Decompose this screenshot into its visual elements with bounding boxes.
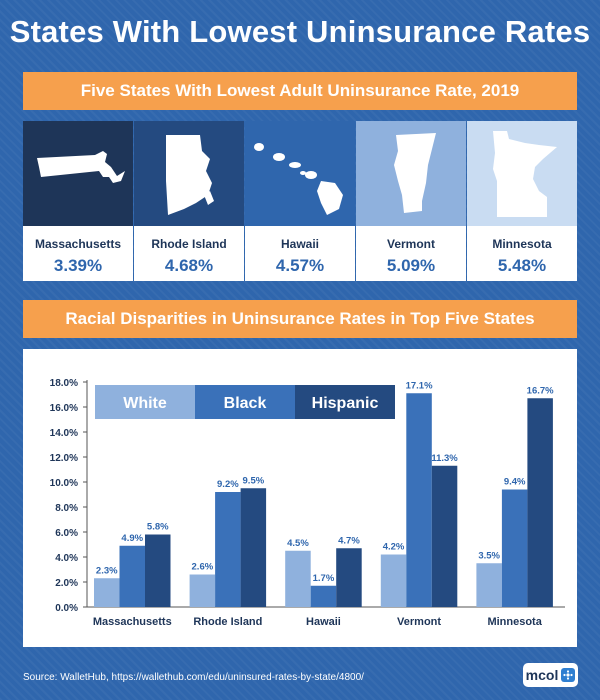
state-card-massachusetts: Massachusetts 3.39% <box>23 121 133 281</box>
bar-value-label: 16.7% <box>527 385 554 396</box>
states-section-banner: Five States With Lowest Adult Uninsuranc… <box>23 72 577 110</box>
minnesota-shape-icon <box>467 121 577 226</box>
bar-value-label: 5.8% <box>147 522 169 533</box>
rhode-island-shape-icon <box>134 121 244 226</box>
x-category-label: Vermont <box>397 616 441 628</box>
bar-value-label: 17.1% <box>406 380 433 391</box>
x-category-label: Minnesota <box>487 616 542 628</box>
state-name: Hawaii <box>280 237 319 251</box>
vermont-shape-icon <box>356 121 466 226</box>
bar-value-label: 4.7% <box>338 535 360 546</box>
bar-value-label: 9.4% <box>504 477 526 488</box>
x-category-label: Rhode Island <box>193 616 262 628</box>
logo-text: mcol <box>525 667 559 683</box>
legend-label: Hispanic <box>312 395 379 412</box>
hawaii-shape-icon <box>245 121 355 226</box>
bar-black <box>501 489 528 607</box>
mcol-logo: mcol <box>523 663 578 687</box>
x-category-label: Massachusetts <box>93 616 172 628</box>
bar-black <box>310 585 337 607</box>
state-name: Massachusetts <box>34 237 122 251</box>
y-tick-label: 10.0% <box>50 478 78 489</box>
legend-swatch-hispanic <box>295 385 395 419</box>
state-rate: 5.48% <box>497 256 547 275</box>
bar-hispanic <box>527 398 553 607</box>
y-tick-label: 12.0% <box>50 453 78 464</box>
rhode-island-map-panel <box>134 121 244 226</box>
state-card-minnesota: Minnesota 5.48% <box>467 121 577 281</box>
massachusetts-map-panel <box>23 121 133 226</box>
bar-value-label: 4.2% <box>383 542 405 553</box>
state-card-rhode-island: Rhode Island 4.68% <box>134 121 244 281</box>
y-tick-label: 8.0% <box>55 503 78 514</box>
state-rate: 4.57% <box>275 256 325 275</box>
state-card-hawaii: Hawaii 4.57% <box>245 121 355 281</box>
bar-white <box>285 550 311 607</box>
bar-value-label: 2.6% <box>192 562 214 573</box>
y-tick-label: 2.0% <box>55 578 78 589</box>
disparities-chart-panel: 0.0% 2.0% 4.0% 6.0% 8.0% 10.0% 12.0% 14.0% 16.0%… <box>23 349 577 647</box>
state-name: Vermont <box>386 237 435 251</box>
bar-value-label: 4.5% <box>287 538 309 549</box>
bar-value-label: 1.7% <box>313 573 335 584</box>
disparities-section-banner: Racial Disparities in Uninsurance Rates … <box>23 300 577 338</box>
bar-white <box>189 574 216 607</box>
state-name: Minnesota <box>492 237 552 251</box>
y-tick-label: 14.0% <box>50 428 78 439</box>
bar-value-label: 9.2% <box>217 479 239 490</box>
minnesota-map-panel <box>467 121 577 226</box>
hawaii-map-panel <box>245 121 355 226</box>
bar-hispanic <box>336 548 362 607</box>
state-name: Rhode Island <box>151 237 227 251</box>
source-note: Source: WalletHub, https://wallethub.com… <box>23 672 364 683</box>
legend-label: White <box>123 395 167 412</box>
state-rate: 4.68% <box>164 256 214 275</box>
bar-value-label: 2.3% <box>96 565 118 576</box>
legend-label: Black <box>224 395 267 412</box>
y-tick-label: 4.0% <box>55 553 78 564</box>
legend-swatch-white <box>95 385 195 419</box>
state-rate: 5.09% <box>386 256 436 275</box>
bar-hispanic <box>240 488 267 607</box>
vermont-map-panel <box>356 121 466 226</box>
legend-swatch-black <box>195 385 295 419</box>
disparities-bar-chart: 0.0% 2.0% 4.0% 6.0% 8.0% 10.0% 12.0% 14.0% 16.0%… <box>50 378 565 628</box>
bar-black <box>119 545 145 607</box>
bar-hispanic <box>145 534 171 607</box>
state-card-vermont: Vermont 5.09% <box>356 121 466 281</box>
logo-mark-icon <box>561 668 576 682</box>
bar-value-label: 9.5% <box>243 475 265 486</box>
y-tick-label: 18.0% <box>50 378 78 389</box>
page-title: States With Lowest Uninsurance Rates <box>9 14 591 49</box>
bar-hispanic <box>431 465 458 607</box>
y-tick-label: 0.0% <box>55 603 78 614</box>
bar-black <box>406 393 432 607</box>
bar-white <box>94 578 120 607</box>
state-rate: 3.39% <box>53 256 103 275</box>
bar-white <box>380 554 407 607</box>
y-tick-label: 6.0% <box>55 528 78 539</box>
y-tick-label: 16.0% <box>50 403 78 414</box>
bar-value-label: 4.9% <box>121 533 143 544</box>
bar-value-label: 11.3% <box>431 453 458 464</box>
bar-white <box>476 563 502 607</box>
bar-black <box>215 492 241 607</box>
bar-value-label: 3.5% <box>478 550 500 561</box>
x-category-label: Hawaii <box>306 616 341 628</box>
massachusetts-shape-icon <box>23 121 133 226</box>
